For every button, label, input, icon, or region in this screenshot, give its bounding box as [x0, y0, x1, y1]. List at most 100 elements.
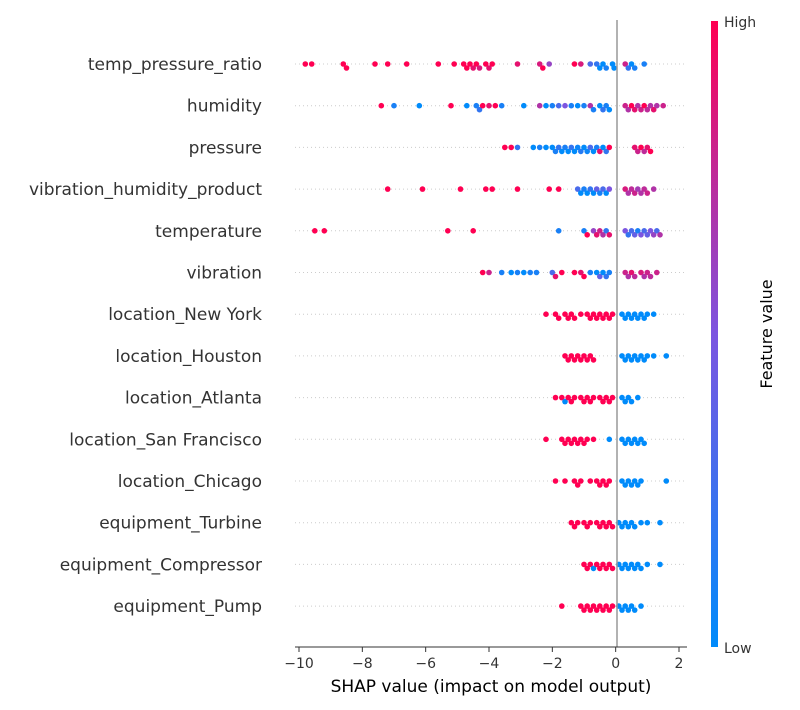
shap-point	[611, 65, 617, 71]
shap-point	[625, 523, 632, 530]
shap-point	[416, 102, 423, 109]
shap-point	[530, 144, 537, 151]
shap-point	[597, 190, 603, 196]
shap-point	[606, 398, 613, 405]
shap-point	[593, 561, 600, 568]
feature-label: equipment_Compressor	[60, 555, 262, 575]
shap-point	[631, 353, 638, 359]
feature-label: vibration	[186, 264, 262, 284]
shap-point	[644, 519, 651, 526]
feature-label: temp_pressure_ratio	[88, 55, 262, 75]
shap-point	[619, 523, 625, 530]
shap-point	[657, 561, 663, 568]
shap-point	[571, 394, 578, 401]
shap-point	[464, 102, 470, 109]
shap-point	[609, 565, 616, 572]
shap-point	[587, 519, 594, 526]
shap-point	[628, 482, 635, 488]
shap-point	[508, 144, 514, 151]
shap-point	[647, 228, 654, 234]
shap-point	[527, 269, 533, 276]
shap-point	[641, 61, 647, 67]
shap-point	[644, 353, 651, 359]
shap-point	[568, 519, 575, 526]
shap-point	[546, 61, 552, 67]
shap-point	[457, 186, 464, 192]
shap-point	[590, 436, 597, 443]
shap-point	[581, 102, 587, 109]
shap-point	[514, 144, 521, 151]
feature-label: vibration_humidity_product	[29, 180, 262, 200]
shap-point	[600, 186, 606, 192]
shap-point	[644, 311, 651, 318]
shap-point	[590, 228, 597, 234]
shap-point	[650, 106, 657, 113]
shap-point	[603, 65, 609, 71]
shap-point	[628, 519, 635, 526]
shap-point	[514, 61, 521, 67]
shap-point	[581, 398, 587, 405]
shap-point	[606, 106, 613, 113]
x-ticks: −10 −8 −6 −4 −2 0 2	[284, 647, 683, 672]
shap-point	[638, 353, 644, 359]
x-tick-label: −10	[284, 656, 314, 672]
shap-point	[590, 190, 597, 196]
shap-point	[600, 144, 606, 151]
shap-point	[571, 478, 578, 484]
shap-point	[578, 269, 584, 276]
shap-point	[638, 519, 644, 526]
shap-point	[597, 65, 603, 71]
shap-point	[546, 186, 552, 192]
shap-point	[603, 482, 609, 488]
shap-point	[638, 478, 644, 484]
shap-point	[479, 269, 486, 276]
shap-point	[581, 561, 587, 568]
shap-point	[581, 607, 587, 613]
feature-label: equipment_Turbine	[99, 514, 262, 534]
shap-point	[552, 148, 559, 155]
shap-point	[635, 482, 641, 488]
shap-point	[628, 561, 635, 568]
shap-point	[574, 102, 581, 109]
shap-point	[584, 603, 590, 609]
shap-point	[606, 315, 613, 322]
shap-point	[628, 315, 635, 322]
shap-point	[568, 144, 575, 151]
shap-point	[631, 65, 638, 71]
shap-point	[571, 315, 578, 322]
shap-point	[562, 478, 568, 484]
feature-label: location_New York	[108, 305, 262, 325]
shap-point	[571, 436, 578, 443]
shap-point	[603, 565, 609, 572]
shap-point	[498, 102, 505, 109]
colorbar-low-label: Low	[724, 641, 752, 657]
shap-point	[571, 523, 578, 530]
shap-point	[593, 232, 600, 238]
feature-label: location_Houston	[115, 347, 262, 367]
shap-point	[574, 519, 581, 526]
shap-point	[574, 144, 581, 151]
shap-point	[514, 186, 521, 192]
shap-point	[625, 436, 632, 443]
shap-point	[593, 519, 600, 526]
shap-point	[647, 102, 654, 109]
shap-point	[622, 603, 628, 609]
shap-point	[340, 61, 347, 67]
shap-point	[574, 353, 581, 359]
x-tick-label: 0	[611, 656, 620, 672]
feature-label: pressure	[189, 138, 262, 158]
shap-point	[568, 311, 575, 318]
shap-point	[584, 523, 590, 530]
shap-point	[641, 315, 647, 322]
shap-point	[590, 603, 597, 609]
shap-point	[628, 186, 635, 192]
shap-point	[638, 603, 644, 609]
shap-point	[631, 565, 638, 572]
shap-point	[600, 398, 606, 405]
shap-point	[625, 478, 632, 484]
shap-point	[581, 273, 587, 280]
shap-point	[638, 232, 644, 238]
shap-point	[384, 61, 391, 67]
shap-point	[600, 607, 606, 613]
shap-point	[631, 144, 638, 151]
